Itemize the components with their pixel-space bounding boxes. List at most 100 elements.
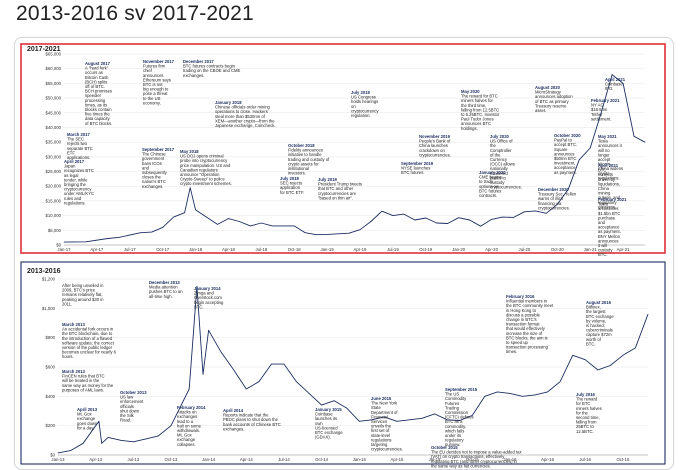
annotation-text-line: unveils the [371,424,392,429]
annotation-text-line: enforcement [120,399,144,404]
annotation-text-line: Treasury Sec. Yellen [538,192,577,197]
data-point [308,393,310,394]
annotation-text-line: regulations. [64,200,86,205]
annotation-date: November 2017 [143,59,175,64]
data-point [559,381,561,383]
annotation: July 2019 US Congress holds hearings on cryp… [351,90,379,118]
annotation-text-line: announce "Operation [180,172,220,177]
annotation-text-line: all-time high. [149,294,173,299]
x-tick-label: Apr-14 [240,457,254,462]
annotation: January 2018 Chinese officials order mini… [215,100,276,128]
annotation-text-line: BCH promises [85,89,112,94]
annotation: February 2016 Influential members in the B… [506,294,554,354]
annotation-text-line: economy. [143,100,161,105]
data-point [609,365,611,366]
data-point [250,225,251,227]
annotation-text-line: trading on the CBOE and CME [183,68,240,73]
annotation-text-line: asset. [535,108,546,113]
annotation-text-line: investment, [554,161,575,166]
annotation-text-line: US-licensed [315,425,338,430]
annotation: April 2021 Coinbase IPO. [605,77,626,91]
annotation-date: February 2021 [598,197,627,202]
data-point [283,363,285,365]
data-point [271,225,273,227]
data-point [158,435,159,437]
annotation-date: November 2019 [419,134,451,139]
data-point [326,234,328,235]
annotation-text-line: $50mn BTC [554,156,576,161]
annotation: March 2013 An accidental fork occurs in th… [62,322,117,359]
annotation-text-line: subsequently [142,170,168,175]
annotation-text-line: The New York [371,401,398,406]
annotation-date: February 2016 [506,294,535,299]
annotation-text-line: (BCH) splits [85,79,107,84]
data-point [644,141,646,143]
y-tick-label: $65,000 [45,52,61,57]
x-tick-label: Jan-21 [584,247,598,252]
annotation: February 2014 Attacks on exchanges lead to … [177,405,206,447]
annotation-text-line: exchange [77,416,96,421]
annotation-text-line: (VAT) on crypto transactions, effectivel… [431,454,505,459]
annotation-text-line: cryptocurrencies are [318,191,357,196]
data-point [513,217,514,218]
annotation-text-line: exchanges [177,414,197,419]
annotation-date: March 2013 [62,322,85,327]
annotation-text-line: regulatory [598,200,618,205]
annotation-text-line: regulation. [351,113,371,118]
annotation: October 2013 US law enforcement officials sh… [120,390,147,423]
annotation-text-line: acceptance [598,225,620,230]
annotation-date: April 2021 [605,77,626,82]
annotation-text-line: contracts. [479,193,497,198]
annotation-text-line: will be treated in the [62,378,100,383]
annotation-text-line: Media attention [149,285,178,290]
annotation-text-line: BTC [598,168,606,173]
y-tick-label: $60,000 [45,66,61,71]
annotation-text-line: application [280,185,301,190]
annotation-text-line: initiative to handle [288,152,322,157]
data-point [85,241,87,243]
annotation: May 2020 The reward for BTC miners halves … [461,89,500,131]
data-point [188,388,190,390]
annotation-text-line: worth of [586,337,602,342]
data-point [381,210,383,212]
annotation: August 2016 Bitfinex, the largest BTC excha… [586,300,614,346]
annotation-text-line: The EU decides not to impose a value-add… [431,450,522,455]
annotation-text-line: occurs as [85,70,103,75]
annotation-text-line: bringing the [64,182,87,187]
annotation-date: July 2019 [351,90,371,95]
annotation-text-line: Ethereum says [143,77,171,82]
annotation-text-line: Futures [445,401,459,406]
annotation-text-line: BTC exchange [315,430,343,435]
annotation-text-line: recognizes BTC [64,168,94,173]
annotation-date: September 2015 [445,387,478,392]
annotation-text-line: by volume, [586,318,606,323]
data-point [220,351,222,353]
data-point [333,400,335,402]
annotation-text-line: BTC blocks, the aim is [506,335,548,340]
data-point [480,225,481,227]
annotation: After being unveiled in 2009, BTC's price… [62,283,104,306]
chart-0: 2017-2021 $0 $5,000 $10,000 $15,000 $20,000 $2… [20,43,666,257]
annotation-date: January 2014 [194,286,221,291]
annotation-text-line: announces [598,206,619,211]
annotation-text-line: bans ICOs [142,161,162,166]
x-tick-label: Jan-14 [202,457,216,462]
y-tick-label: $0 [50,453,55,458]
x-tick-label: Jan-15 [353,457,367,462]
annotation: June 2015 The New York State Department of F… [371,396,403,452]
annotation-text-line: for the [576,410,589,415]
data-point [57,452,59,454]
annotation-text-line: 2011. [62,301,72,306]
annotation-text-line: Paul Tudor Jones [461,117,494,122]
data-point [597,369,599,371]
annotation-text-line: announces [554,151,575,156]
annotation-date: April 2014 [223,408,244,413]
annotation-text-line: rejects two [67,141,88,146]
annotation-text-line: of BTC blocks. [85,121,112,126]
annotation-date: August 2017 [85,61,111,66]
data-point [436,222,438,224]
annotation-date: May 2021 [598,134,617,139]
data-point [635,347,636,349]
data-point [471,415,473,416]
annotation: August 2017 A "hard fork" occurs as Bitcoin… [85,61,112,126]
